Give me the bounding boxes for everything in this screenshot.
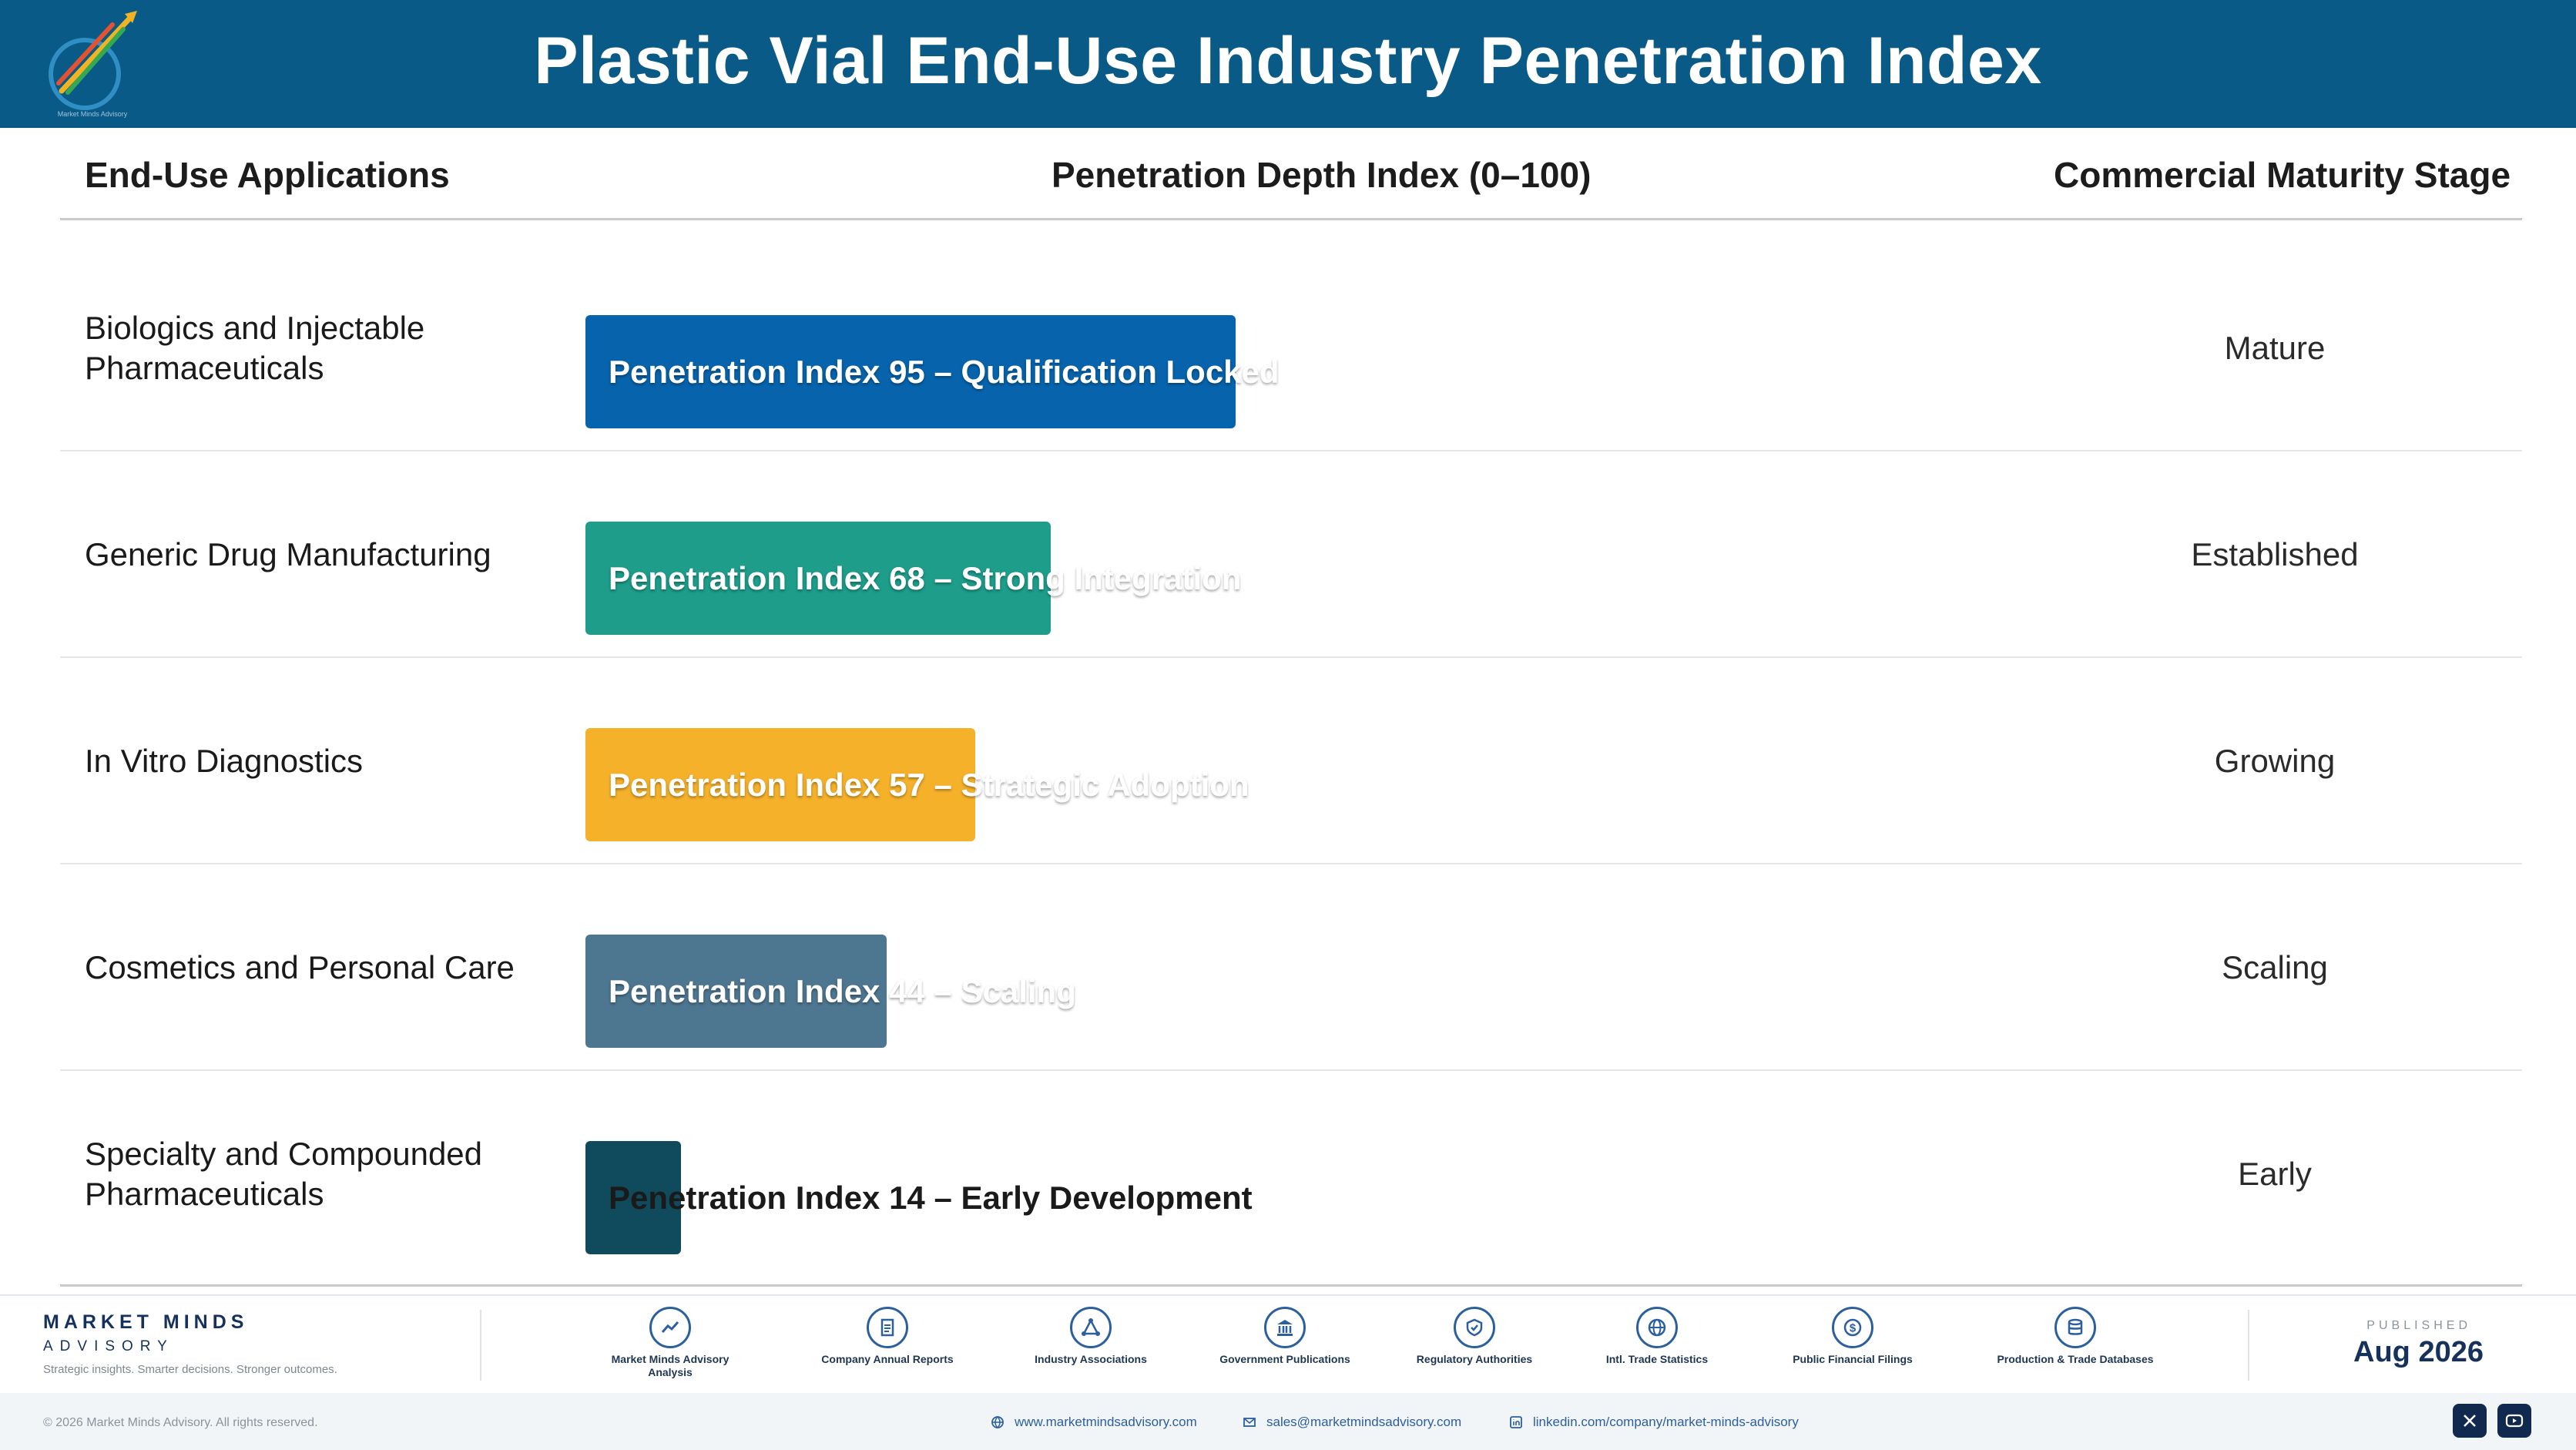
brand-subtitle: ADVISORY xyxy=(43,1338,174,1354)
published-label: PUBLISHED xyxy=(2366,1319,2471,1332)
maturity-stage: Mature xyxy=(2224,330,2326,366)
table-row: Cosmetics and Personal Care Penetration … xyxy=(60,864,2522,1071)
column-header-applications: End-Use Applications xyxy=(85,155,450,195)
globe-icon xyxy=(991,1416,1004,1429)
chart-trend-icon xyxy=(649,1307,691,1348)
dollar-coin-icon: $ xyxy=(1832,1307,1873,1348)
maturity-stage: Growing xyxy=(2214,743,2336,779)
source-label: Government Publications xyxy=(1219,1353,1350,1365)
source-label: Intl. Trade Statistics xyxy=(1605,1353,1709,1365)
page-title: Plastic Vial End-Use Industry Penetratio… xyxy=(534,24,2042,98)
table-row: In Vitro Diagnostics Penetration Index 5… xyxy=(60,658,2522,864)
svg-text:$: $ xyxy=(1850,1322,1857,1335)
maturity-stage: Early xyxy=(2238,1156,2312,1192)
copyright-text: © 2026 Market Minds Advisory. All rights… xyxy=(43,1416,318,1429)
mail-icon xyxy=(1243,1418,1256,1427)
header-bar: Market Minds Advisory Plastic Vial End-U… xyxy=(0,0,2576,128)
government-building-icon xyxy=(1264,1307,1306,1348)
row-divider xyxy=(60,450,2522,451)
svg-text:Market Minds Advisory: Market Minds Advisory xyxy=(58,110,128,118)
penetration-bar xyxy=(585,522,1051,635)
maturity-stage: Established xyxy=(2191,536,2359,572)
column-header-stage: Commercial Maturity Stage xyxy=(2054,155,2511,195)
source-item: Regulatory Authorities xyxy=(1394,1307,1555,1366)
source-item: Market Minds Advisory Analysis xyxy=(589,1307,751,1379)
bar-data-label: Penetration Index 68 – Strong Integratio… xyxy=(609,559,1242,596)
source-label: Production & Trade Databases xyxy=(1997,1353,2154,1365)
footer-divider xyxy=(480,1310,481,1381)
row-divider xyxy=(60,1069,2522,1071)
table-row: Generic Drug Manufacturing Penetration I… xyxy=(60,451,2522,658)
source-label: Market Minds Advisory Analysis xyxy=(611,1353,730,1378)
email-text: sales@marketmindsadvisory.com xyxy=(1266,1415,1462,1429)
penetration-bar xyxy=(585,315,1236,428)
source-item: Company Annual Reports xyxy=(807,1307,968,1366)
footer-sources-band: MARKET MINDS ADVISORY Strategic insights… xyxy=(0,1294,2576,1393)
database-icon xyxy=(2054,1307,2096,1348)
application-label: Biologics and Injectable Pharmaceuticals xyxy=(85,310,425,386)
brand-name: MARKET MINDS xyxy=(43,1311,249,1333)
bar-data-label: Penetration Index 14 – Early Development xyxy=(609,1179,1253,1216)
youtube-icon[interactable] xyxy=(2497,1404,2531,1438)
footer-divider xyxy=(2248,1310,2249,1381)
brand-tagline: Strategic insights. Smarter decisions. S… xyxy=(43,1363,337,1376)
bar-data-label: Penetration Index 57 – Strategic Adoptio… xyxy=(609,766,1249,803)
maturity-stage: Scaling xyxy=(2222,949,2328,985)
source-item: Industry Associations xyxy=(1010,1307,1172,1366)
application-label: Cosmetics and Personal Care xyxy=(85,949,515,985)
source-label: Public Financial Filings xyxy=(1793,1353,1913,1365)
document-icon xyxy=(867,1307,908,1348)
network-icon xyxy=(1070,1307,1112,1348)
email-link[interactable]: sales@marketmindsadvisory.com xyxy=(1242,1415,1461,1430)
website-link[interactable]: www.marketmindsadvisory.com xyxy=(990,1415,1197,1430)
bar-data-label: Penetration Index 44 – Scaling xyxy=(609,972,1076,1009)
shield-check-icon xyxy=(1454,1307,1495,1348)
company-logo: Market Minds Advisory xyxy=(49,11,137,118)
source-label: Company Annual Reports xyxy=(821,1353,954,1365)
source-item: Production & Trade Databases xyxy=(1994,1307,2156,1366)
row-divider xyxy=(60,863,2522,864)
footer: MARKET MINDS ADVISORY Strategic insights… xyxy=(0,1294,2576,1450)
application-label: In Vitro Diagnostics xyxy=(85,743,364,779)
table-row: Biologics and Injectable Pharmaceuticals… xyxy=(60,245,2522,451)
linkedin-link[interactable]: linkedin.com/company/market-minds-adviso… xyxy=(1508,1415,1799,1430)
linkedin-text: linkedin.com/company/market-minds-adviso… xyxy=(1533,1415,1799,1429)
source-item: $ Public Financial Filings xyxy=(1772,1307,1934,1366)
application-label: Generic Drug Manufacturing xyxy=(85,536,491,572)
penetration-bar xyxy=(585,728,975,841)
source-label: Regulatory Authorities xyxy=(1416,1353,1533,1365)
source-item: Intl. Trade Statistics xyxy=(1576,1307,1738,1366)
row-divider xyxy=(60,656,2522,658)
table-bottom-divider xyxy=(60,1284,2522,1287)
penetration-bar xyxy=(585,1141,681,1254)
published-date: Aug 2026 xyxy=(2353,1336,2484,1368)
globe-icon xyxy=(1636,1307,1678,1348)
source-label: Industry Associations xyxy=(1035,1353,1147,1365)
application-label: Specialty and Compounded Pharmaceuticals xyxy=(85,1136,483,1212)
x-icon[interactable] xyxy=(2453,1404,2487,1438)
header-divider xyxy=(60,218,2522,220)
column-header-index: Penetration Depth Index (0–100) xyxy=(1052,155,1592,195)
penetration-bar xyxy=(585,935,887,1048)
linkedin-icon xyxy=(1510,1416,1522,1428)
website-text: www.marketmindsadvisory.com xyxy=(1015,1415,1197,1429)
bar-data-label: Penetration Index 95 – Qualification Loc… xyxy=(609,353,1280,390)
source-item: Government Publications xyxy=(1204,1307,1366,1366)
table-row: Specialty and Compounded Pharmaceuticals… xyxy=(60,1071,2522,1277)
